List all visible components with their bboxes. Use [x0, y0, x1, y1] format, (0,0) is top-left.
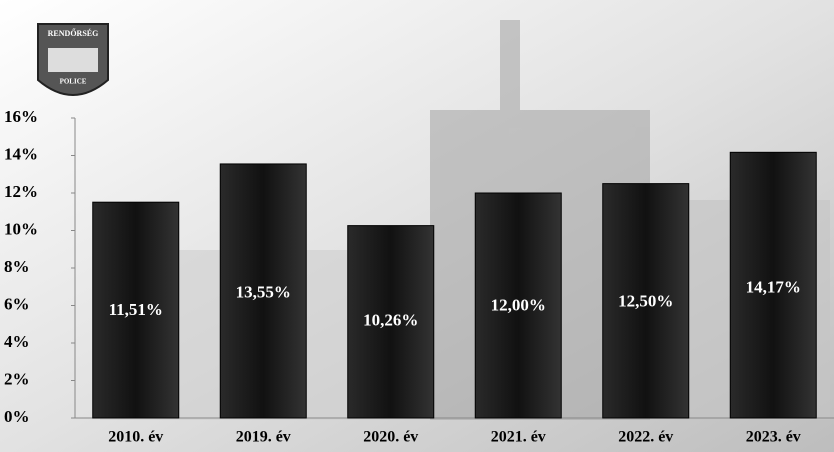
x-tick-label: 2010. év	[108, 429, 163, 446]
y-tick-label: 8%	[4, 257, 30, 276]
x-tick-label: 2023. év	[746, 429, 801, 446]
bar	[219, 163, 307, 419]
x-tick-label: 2022. év	[618, 429, 673, 446]
y-tick-label: 12%	[4, 182, 38, 201]
bar	[729, 151, 817, 419]
badge-bottom: POLICE	[60, 78, 87, 86]
y-tick-label: 14%	[4, 144, 38, 163]
x-tick-label: 2020. év	[363, 429, 418, 446]
y-tick-label: 2%	[4, 369, 30, 388]
badge: RENDŐRSÉG POLICE	[37, 23, 109, 96]
y-tick-label: 10%	[4, 219, 38, 238]
badge-top: RENDŐRSÉG	[48, 28, 99, 38]
y-tick-label: 16%	[4, 107, 38, 126]
y-tick-label: 4%	[4, 332, 30, 351]
bar	[347, 225, 435, 419]
value-label: 11,51%	[109, 300, 163, 319]
bar	[602, 183, 690, 419]
x-tick-label: 2021. év	[491, 429, 546, 446]
y-tick-label: 6%	[4, 294, 30, 313]
y-tick-label: 0%	[4, 407, 30, 426]
value-label: 12,50%	[618, 291, 673, 310]
value-label: 14,17%	[746, 277, 801, 296]
value-label: 12,00%	[491, 296, 546, 315]
value-label: 13,55%	[236, 283, 291, 302]
x-tick-label: 2019. év	[236, 429, 291, 446]
bar	[92, 201, 180, 419]
bar	[474, 192, 562, 419]
value-label: 10,26%	[363, 310, 418, 329]
